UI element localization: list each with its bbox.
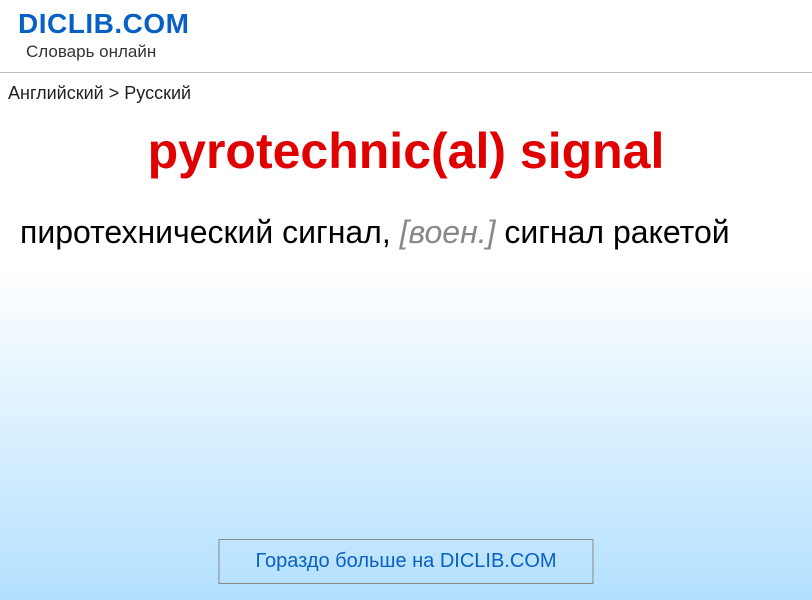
- site-subtitle: Словарь онлайн: [26, 42, 812, 62]
- site-header: DICLIB.COM Словарь онлайн: [0, 0, 812, 66]
- cta-label: Гораздо больше на DICLIB.COM: [255, 550, 556, 572]
- breadcrumb-from[interactable]: Английский: [8, 83, 104, 103]
- site-logo[interactable]: DICLIB.COM: [18, 8, 812, 40]
- breadcrumb-to[interactable]: Русский: [124, 83, 191, 103]
- entry-definition: пиротехнический сигнал, [воен.] сигнал р…: [20, 208, 792, 258]
- main-content: pyrotechnic(al) signal пиротехнический с…: [0, 104, 812, 258]
- breadcrumb: Английский > Русский: [0, 73, 812, 104]
- definition-text-2: сигнал ракетой: [495, 214, 729, 250]
- cta-button[interactable]: Гораздо больше на DICLIB.COM: [218, 539, 593, 584]
- breadcrumb-separator: >: [109, 83, 120, 103]
- entry-term: pyrotechnic(al) signal: [20, 122, 792, 180]
- definition-text-1: пиротехнический сигнал,: [20, 214, 400, 250]
- definition-mark: [воен.]: [400, 214, 496, 250]
